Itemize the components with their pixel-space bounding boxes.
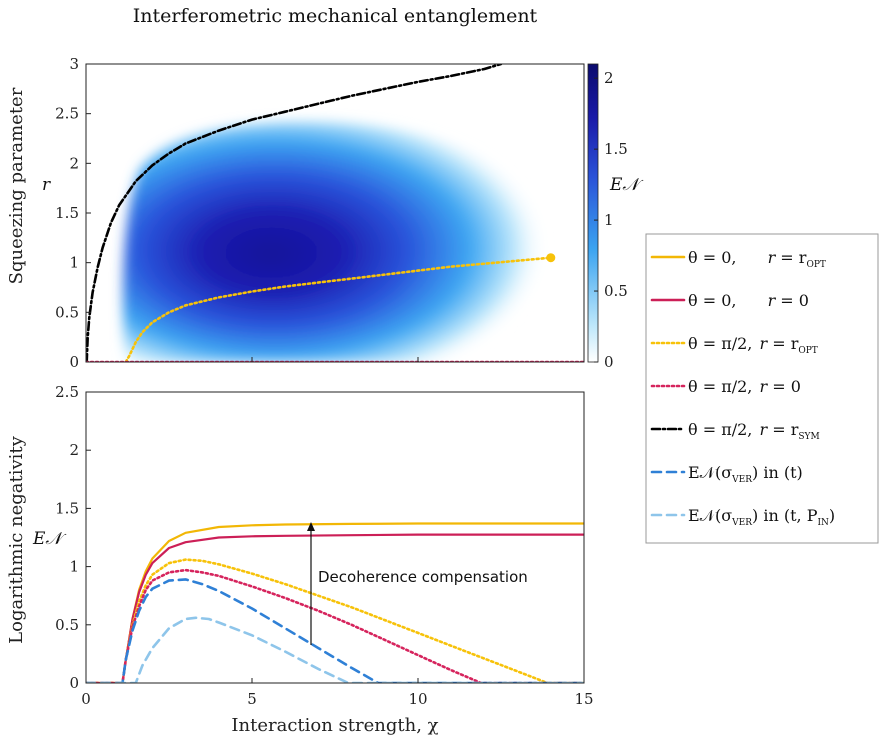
colorbar-tick-label: 1 xyxy=(604,211,614,229)
colorbar-tick-label: 1.5 xyxy=(604,140,628,158)
series-line-bottom-4 xyxy=(86,578,584,683)
series-line-top-1 xyxy=(124,256,553,362)
top-y-ticks: 0 0.5 1 1.5 2 2.5 3 xyxy=(55,55,91,371)
bottom-y-axis-symbol: E𝒩 xyxy=(32,529,67,549)
top-y-tick-label: 2 xyxy=(69,154,79,172)
top-y-tick-label: 0.5 xyxy=(55,303,79,321)
bottom-y-tick-label: 0 xyxy=(69,674,79,692)
series-line-bottom-5 xyxy=(86,616,584,683)
legend-label: θ = π/2, r = rOPT xyxy=(688,334,818,356)
bottom-y-tick-label: 2.5 xyxy=(55,383,79,401)
x-tick-label: 5 xyxy=(247,690,257,708)
top-y-tick-label: 3 xyxy=(69,55,79,73)
annotation-arrow xyxy=(307,522,315,645)
chart-title: Interferometric mechanical entanglement xyxy=(133,5,538,27)
colorbar-tick-label: 2 xyxy=(604,69,614,87)
top-y-axis-label: Squeezing parameter xyxy=(6,87,27,284)
legend-label: θ = π/2, r = rSYM xyxy=(688,420,820,442)
legend: θ = 0, r = rOPT θ = 0, r = 0 θ = π/2, r = … xyxy=(645,233,879,544)
x-tick-label: 10 xyxy=(408,690,427,708)
top-y-axis-symbol: r xyxy=(42,175,51,195)
x-tick-label: 15 xyxy=(574,690,593,708)
legend-items: θ = 0, r = rOPT θ = 0, r = 0 θ = π/2, r = … xyxy=(650,248,835,528)
top-y-tick-label: 2.5 xyxy=(55,105,79,123)
legend-item: θ = 0, r = rOPT xyxy=(650,248,826,270)
legend-label: E𝒩(σVER) in (t, PIN) xyxy=(688,506,835,528)
bottom-y-tick-label: 1 xyxy=(69,558,79,576)
colorbar-tick-label: 0 xyxy=(604,353,614,371)
colorbar-ticks: 0 0.5 1 1.5 2 xyxy=(594,69,628,371)
colorbar-tick-label: 0.5 xyxy=(604,282,628,300)
bottom-y-axis-label: Logarithmic negativity xyxy=(6,435,27,644)
bottom-y-ticks: 0 0.5 1 1.5 2 2.5 xyxy=(55,383,91,692)
top-y-tick-label: 1 xyxy=(69,254,79,272)
top-y-tick-label: 0 xyxy=(69,353,79,371)
legend-box xyxy=(645,233,879,544)
legend-label: E𝒩(σVER) in (t) xyxy=(688,463,803,485)
series-line-top-0 xyxy=(86,64,503,362)
bottom-y-tick-label: 2 xyxy=(69,441,79,459)
annotation-text: Decoherence compensation xyxy=(318,568,528,586)
legend-label: θ = 0, r = rOPT xyxy=(688,248,826,270)
x-tick-label: 0 xyxy=(81,690,91,708)
bottom-y-tick-label: 1.5 xyxy=(55,499,79,517)
bottom-x-ticks: 0 5 10 15 xyxy=(81,357,594,708)
top-plot-area: 0 0.5 1 1.5 2 2.5 3 xyxy=(55,55,585,371)
legend-label: θ = 0, r = 0 xyxy=(688,291,809,310)
x-axis-label: Interaction strength, χ xyxy=(231,715,438,736)
top-y-tick-label: 1.5 xyxy=(55,204,79,222)
bottom-series-group xyxy=(86,522,584,683)
colorbar-label: E𝒩 xyxy=(609,175,644,195)
legend-label: θ = π/2, r = 0 xyxy=(688,377,801,396)
r-opt-endpoint-marker xyxy=(546,253,556,263)
top-series-group xyxy=(86,64,584,362)
bottom-y-tick-label: 0.5 xyxy=(55,616,79,634)
legend-item: θ = π/2, r = rSYM xyxy=(650,420,820,442)
bottom-axes-frame xyxy=(85,391,585,684)
legend-item: θ = 0, r = 0 xyxy=(650,291,809,310)
legend-item: E𝒩(σVER) in (t, PIN) xyxy=(650,506,835,528)
colorbar: 0 0.5 1 1.5 2 E𝒩 xyxy=(587,63,644,371)
heatmap-field xyxy=(122,121,556,362)
bottom-plot-area: 0 0.5 1 1.5 2 2.5 0 5 10 15 Decoherence compensa… xyxy=(55,357,594,708)
legend-item: θ = π/2, r = 0 xyxy=(650,377,801,396)
legend-item: θ = π/2, r = rOPT xyxy=(650,334,818,356)
legend-item: E𝒩(σVER) in (t) xyxy=(650,463,803,485)
